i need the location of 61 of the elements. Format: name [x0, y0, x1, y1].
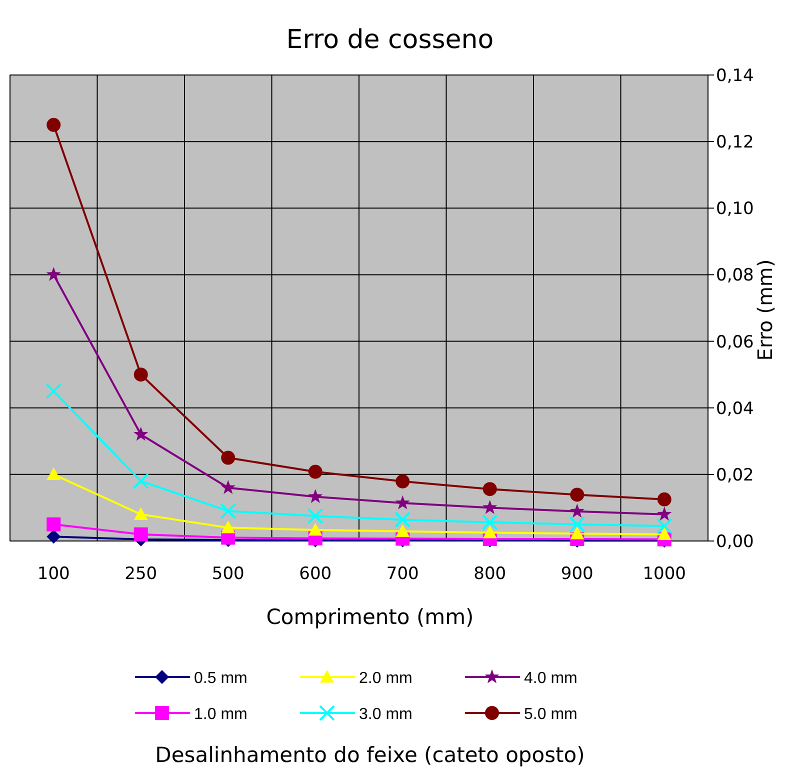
point	[307, 508, 324, 524]
point	[569, 516, 586, 532]
point	[46, 467, 61, 480]
legend-label: 3.0 mm	[359, 706, 412, 723]
y-tick-label: 0,14	[716, 66, 754, 86]
point	[656, 518, 672, 534]
y-tick-label: 0,06	[716, 332, 754, 352]
point	[220, 503, 236, 520]
point	[482, 500, 498, 514]
point	[482, 514, 498, 530]
x-axis-title: Comprimento (mm)	[266, 605, 474, 629]
legend-title: Desalinhamento do feixe (cateto oposto)	[155, 743, 585, 767]
point	[570, 526, 584, 540]
point	[221, 520, 236, 534]
y-tick-label: 0,08	[716, 266, 754, 286]
y-tick-label: 0,00	[716, 532, 754, 552]
x-tick-label: 600	[299, 564, 332, 584]
y-tick-label: 0,12	[716, 132, 754, 153]
x-tick-label: 900	[560, 564, 594, 584]
point	[132, 473, 149, 490]
point	[394, 512, 411, 528]
point	[46, 383, 62, 400]
point	[482, 526, 497, 538]
y-axis-title: Erro (mm)	[753, 259, 777, 361]
point	[308, 523, 322, 536]
x-tick-label: 500	[212, 564, 244, 584]
x-tick-label: 1000	[642, 564, 686, 584]
point	[134, 527, 148, 542]
point	[221, 450, 236, 465]
chart-title: Erro de cosseno	[286, 25, 494, 55]
point	[482, 482, 497, 496]
legend-label: 0.5 mm	[194, 670, 248, 687]
point	[46, 267, 61, 281]
point	[46, 118, 61, 132]
legend-label: 2.0 mm	[359, 670, 412, 687]
point	[220, 480, 236, 494]
point	[570, 488, 584, 502]
legend-label: 1.0 mm	[194, 706, 248, 723]
point	[46, 530, 61, 544]
point	[657, 506, 672, 521]
point	[134, 426, 148, 441]
point	[134, 368, 148, 382]
point	[570, 504, 584, 518]
x-tick-label: 250	[124, 564, 158, 584]
point	[396, 474, 410, 488]
legend-label: 4.0 mm	[524, 670, 578, 687]
point	[657, 492, 672, 506]
y-tick-label: 0,04	[716, 398, 754, 419]
x-tick-label: 800	[474, 564, 506, 584]
y-tick-label: 0,10	[716, 199, 754, 220]
x-tick-label: 100	[37, 564, 70, 584]
point	[396, 524, 410, 537]
y-tick-label: 0,02	[716, 465, 754, 486]
point	[134, 507, 148, 520]
legend-label: 5.0 mm	[524, 706, 578, 723]
point	[308, 489, 323, 503]
point	[395, 495, 410, 510]
point	[46, 517, 61, 532]
point	[308, 464, 322, 479]
point	[657, 527, 672, 540]
x-tick-label: 700	[386, 564, 419, 584]
